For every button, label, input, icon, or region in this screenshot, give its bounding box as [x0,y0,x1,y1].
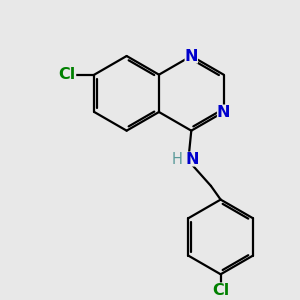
Text: Cl: Cl [212,283,229,298]
Text: N: N [185,152,199,166]
Text: N: N [217,104,230,119]
Text: N: N [184,49,198,64]
Text: Cl: Cl [58,67,75,82]
Text: H: H [172,152,182,166]
